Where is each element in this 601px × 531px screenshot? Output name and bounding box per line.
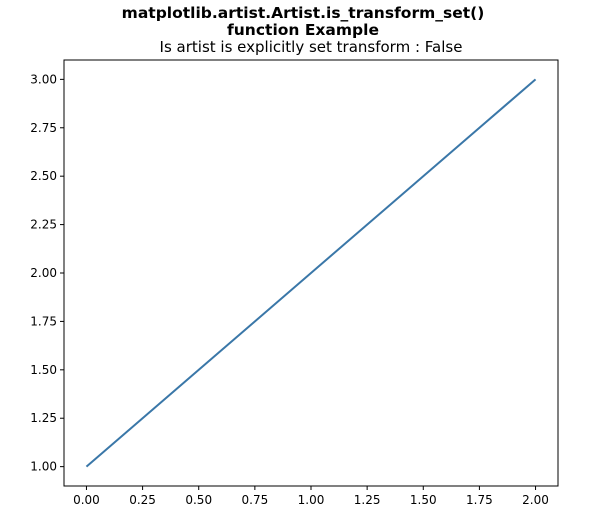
y-tick-label: 3.00	[30, 72, 57, 86]
y-axis: 1.00 1.25 1.50 1.75 2.00 2.25 2.50 2.75 3.00	[30, 72, 64, 474]
y-tick-label: 1.75	[30, 314, 57, 328]
x-tick-label: 2.00	[522, 493, 549, 507]
y-tick-label: 2.00	[30, 266, 57, 280]
x-tick-label: 1.00	[298, 493, 325, 507]
x-tick-label: 0.75	[242, 493, 269, 507]
series-layer	[85, 78, 537, 468]
y-tick-label: 2.50	[30, 169, 57, 183]
suptitle-line-1: matplotlib.artist.Artist.is_transform_se…	[122, 4, 485, 22]
x-tick-label: 0.00	[73, 493, 100, 507]
x-tick-label: 0.25	[129, 493, 156, 507]
suptitle-line-2: function Example	[227, 21, 379, 39]
y-tick-label: 2.75	[30, 121, 57, 135]
y-tick-label: 1.50	[30, 363, 57, 377]
y-tick-label: 1.25	[30, 411, 57, 425]
series-line	[85, 78, 537, 468]
x-tick-label: 1.25	[354, 493, 381, 507]
y-tick-label: 2.25	[30, 218, 57, 232]
plot-area: 0.00 0.25 0.50 0.75 1.00 1.25 1.50 1.75 2.00 1.0…	[30, 59, 559, 507]
x-tick-label: 0.50	[185, 493, 212, 507]
x-axis: 0.00 0.25 0.50 0.75 1.00 1.25 1.50 1.75 2.00	[73, 486, 549, 507]
x-tick-label: 1.50	[410, 493, 437, 507]
x-tick-label: 1.75	[466, 493, 493, 507]
y-tick-label: 1.00	[30, 460, 57, 474]
axes-title: Is artist is explicitly set transform : …	[160, 38, 463, 56]
